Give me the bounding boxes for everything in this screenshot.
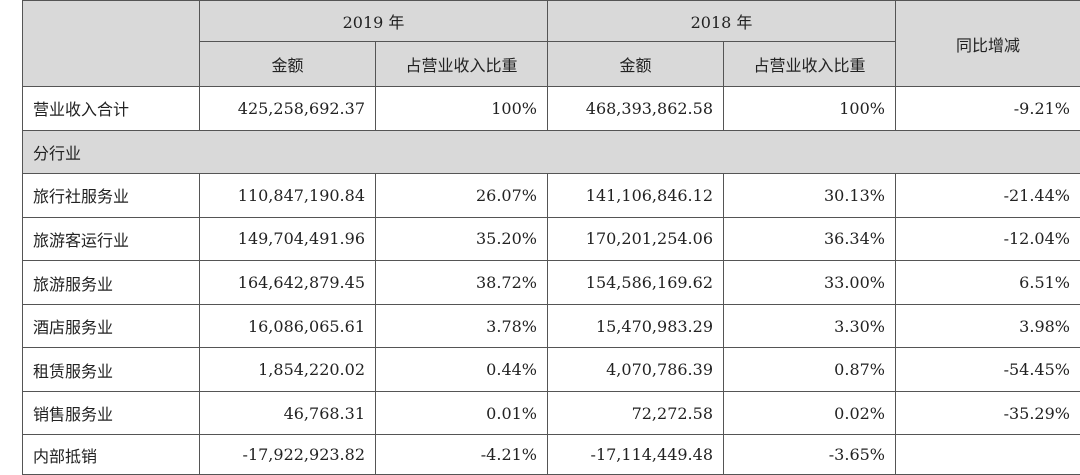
row-amount-2018: 72,272.58 (547, 390, 724, 436)
row-yoy: -35.29% (895, 390, 1080, 436)
row-ratio-2019: -4.21% (375, 434, 548, 475)
row-amount-2018: 170,201,254.06 (547, 216, 724, 262)
total-ratio-2018: 100% (723, 86, 896, 131)
table-row: 旅游客运行业 149,704,491.96 35.20% 170,201,254.06… (22, 216, 1080, 262)
row-label: 租赁服务业 (22, 347, 200, 392)
total-label: 营业收入合计 (22, 86, 200, 131)
header-year-2018: 2018 年 (547, 0, 896, 42)
header-ratio-2018: 占营业收入比重 (723, 40, 896, 88)
row-label: 旅行社服务业 (22, 173, 200, 218)
table-row: 旅行社服务业 110,847,190.84 26.07% 141,106,846.12… (22, 173, 1080, 218)
section-label: 分行业 (22, 129, 1080, 175)
row-amount-2018: -17,114,449.48 (547, 434, 724, 475)
row-amount-2018: 4,070,786.39 (547, 347, 724, 392)
row-amount-2018: 15,470,983.29 (547, 303, 724, 349)
row-ratio-2019: 3.78% (375, 303, 548, 349)
row-ratio-2019: 35.20% (375, 216, 548, 262)
row-ratio-2019: 26.07% (375, 173, 548, 218)
row-amount-2019: 16,086,065.61 (199, 303, 376, 349)
table-row: 酒店服务业 16,086,065.61 3.78% 15,470,983.29 3.30… (22, 303, 1080, 349)
row-ratio-2018: 0.02% (723, 390, 896, 436)
total-amount-2019: 425,258,692.37 (199, 86, 376, 131)
table-row: 内部抵销 -17,922,923.82 -4.21% -17,114,449.48 -3… (22, 434, 1080, 475)
header-corner-cell (22, 0, 200, 88)
row-amount-2018: 154,586,169.62 (547, 260, 724, 305)
row-label: 旅游客运行业 (22, 216, 200, 262)
row-label: 销售服务业 (22, 390, 200, 436)
table-row: 租赁服务业 1,854,220.02 0.44% 4,070,786.39 0.87% -… (22, 347, 1080, 392)
row-amount-2019: 164,642,879.45 (199, 260, 376, 305)
total-ratio-2019: 100% (375, 86, 548, 131)
row-amount-2019: 149,704,491.96 (199, 216, 376, 262)
row-ratio-2019: 38.72% (375, 260, 548, 305)
row-yoy: 6.51% (895, 260, 1080, 305)
row-yoy: 3.98% (895, 303, 1080, 349)
row-label: 内部抵销 (22, 434, 200, 475)
row-amount-2019: 46,768.31 (199, 390, 376, 436)
row-ratio-2018: -3.65% (723, 434, 896, 475)
row-amount-2019: -17,922,923.82 (199, 434, 376, 475)
row-ratio-2018: 36.34% (723, 216, 896, 262)
row-ratio-2019: 0.44% (375, 347, 548, 392)
row-ratio-2018: 0.87% (723, 347, 896, 392)
row-amount-2019: 110,847,190.84 (199, 173, 376, 218)
row-yoy (895, 434, 1080, 475)
row-yoy: -21.44% (895, 173, 1080, 218)
total-row: 营业收入合计 425,258,692.37 100% 468,393,862.5… (22, 86, 1080, 131)
row-ratio-2018: 30.13% (723, 173, 896, 218)
table-row: 旅游服务业 164,642,879.45 38.72% 154,586,169.62 3… (22, 260, 1080, 305)
row-ratio-2018: 3.30% (723, 303, 896, 349)
total-amount-2018: 468,393,862.58 (547, 86, 724, 131)
row-yoy: -12.04% (895, 216, 1080, 262)
header-amount-2019: 金额 (199, 40, 376, 88)
header-row-years: 2019 年 2018 年 同比增减 (22, 0, 1080, 88)
total-yoy: -9.21% (895, 86, 1080, 131)
row-label: 酒店服务业 (22, 303, 200, 349)
header-row-columns: 金额 占营业收入比重 金额 占营业收入比重 (23, 40, 1080, 88)
header-amount-2018: 金额 (547, 40, 724, 88)
header-ratio-2019: 占营业收入比重 (375, 40, 548, 88)
revenue-table: 2019 年 2018 年 同比增减 金额 占营业收入比重 金额 占营业收入比重… (22, 0, 1080, 475)
table-row: 销售服务业 46,768.31 0.01% 72,272.58 0.02% -35.29% (22, 390, 1080, 436)
row-yoy: -54.45% (895, 347, 1080, 392)
row-amount-2019: 1,854,220.02 (199, 347, 376, 392)
header-yoy: 同比增减 (895, 0, 1080, 88)
row-label: 旅游服务业 (22, 260, 200, 305)
row-ratio-2018: 33.00% (723, 260, 896, 305)
row-amount-2018: 141,106,846.12 (547, 173, 724, 218)
section-row: 分行业 (22, 129, 1080, 175)
row-ratio-2019: 0.01% (375, 390, 548, 436)
header-year-2019: 2019 年 (199, 0, 548, 42)
